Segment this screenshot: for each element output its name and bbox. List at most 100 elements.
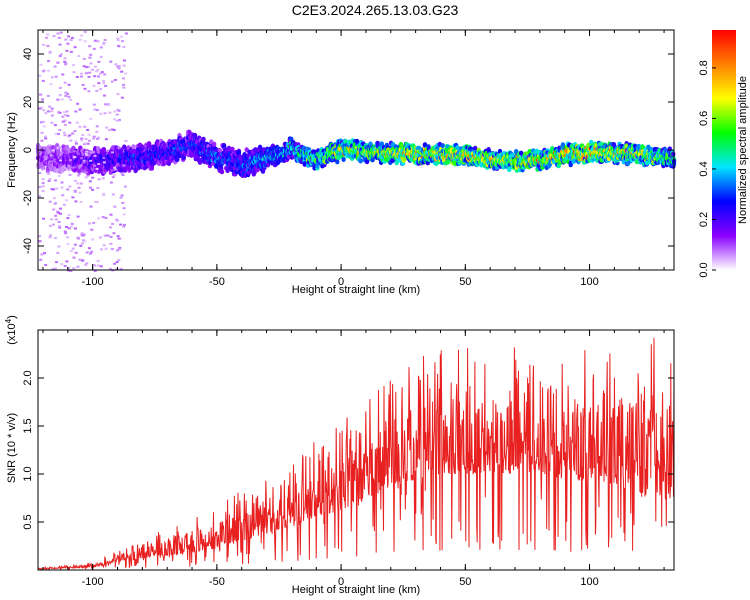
spectrogram-noise [111, 222, 115, 225]
spectrogram-noise [89, 62, 93, 65]
spectrogram-noise [109, 213, 113, 216]
spectrogram-noise [103, 94, 106, 97]
spectrogram-noise [41, 168, 45, 171]
spectrogram-noise [95, 130, 99, 133]
spectrogram-noise [118, 147, 121, 149]
spectrogram-noise [66, 93, 70, 96]
spectrogram-noise [102, 192, 106, 195]
spectrogram-noise [91, 238, 95, 241]
spectrogram-noise [85, 251, 89, 254]
spectrogram-noise [44, 112, 48, 115]
spectrogram-cell [265, 162, 271, 168]
spectrogram-noise [108, 129, 112, 132]
spectrogram-noise [113, 205, 117, 208]
spectrogram-noise [60, 263, 64, 266]
spectrogram-noise [82, 65, 86, 68]
spectrogram-noise [84, 138, 88, 141]
spectrogram-noise [39, 93, 43, 96]
spectrogram-noise [64, 94, 68, 97]
spectrogram-noise [92, 221, 96, 224]
spectrogram-noise [52, 208, 56, 211]
spectrogram-noise [78, 125, 82, 128]
spectrogram-noise [38, 195, 42, 198]
spectrogram-noise [48, 51, 52, 54]
spectrogram-noise [104, 103, 108, 106]
spectrogram-noise [87, 75, 91, 78]
spectrogram-noise [50, 121, 54, 124]
spectrogram-cell [131, 144, 136, 150]
spectrogram-noise [115, 261, 119, 264]
spectrogram-noise [59, 212, 62, 215]
spectrogram-noise [60, 98, 64, 101]
spectrogram-cell [225, 168, 230, 174]
spectrogram-noise [104, 138, 108, 141]
spectrogram-noise [67, 214, 71, 217]
spectrogram-noise [73, 130, 77, 133]
spectrogram-noise [47, 180, 51, 182]
spectrogram-noise [81, 234, 85, 237]
spectrogram-noise [66, 236, 70, 239]
spectrogram-noise [118, 119, 121, 121]
spectrogram-noise [73, 243, 77, 246]
spectrogram-cell [358, 158, 363, 164]
spectrogram-noise [85, 150, 89, 153]
spectrogram-noise [79, 182, 83, 185]
spectrogram-noise [98, 72, 102, 75]
spectrogram-noise [93, 264, 96, 267]
spectrogram-noise [84, 176, 88, 179]
spectrogram-noise [59, 86, 62, 89]
spectrogram-noise [89, 205, 93, 208]
spectrogram-noise [76, 265, 80, 268]
spectrogram-noise [93, 65, 97, 68]
spectrogram-noise [74, 251, 78, 254]
spectrogram-noise [46, 94, 50, 97]
spectrogram-noise [115, 218, 119, 221]
spectrogram-noise [79, 244, 83, 247]
spectrogram-noise [96, 264, 100, 267]
spectrogram-noise [117, 109, 121, 112]
spectrogram-noise [54, 179, 57, 182]
spectrogram-noise [117, 44, 121, 47]
spectrogram-noise [122, 213, 126, 216]
spectrogram-noise [57, 36, 61, 39]
spectrogram-noise [40, 131, 44, 134]
spectrogram-noise [66, 114, 70, 117]
spectrogram-noise [59, 53, 63, 56]
spectrogram-noise [46, 110, 50, 113]
spectrogram-cell [146, 162, 151, 168]
spectrogram-noise [61, 115, 65, 118]
spectrogram-noise [44, 137, 48, 140]
spectrogram-noise [78, 38, 82, 41]
spectrogram-noise [104, 217, 108, 219]
spectrogram-noise [109, 235, 113, 238]
spectrogram-noise [102, 156, 106, 159]
spectrogram-noise [116, 235, 120, 238]
spectrogram-noise [50, 114, 54, 117]
spectrogram-noise [85, 153, 89, 156]
spectrogram-noise [71, 196, 75, 199]
spectrogram-noise [103, 39, 107, 41]
spectrogram-noise [87, 90, 91, 93]
spectrogram-noise [90, 250, 94, 253]
spectrogram-noise [105, 126, 109, 129]
spectrogram-cell [219, 169, 225, 175]
spectrogram-noise [117, 67, 121, 70]
spectrogram-noise [38, 186, 42, 189]
spectrogram-noise [83, 87, 87, 90]
spectrogram-noise [96, 40, 100, 43]
spectrogram-noise [49, 83, 53, 86]
spectrogram-noise [83, 240, 87, 243]
spectrogram-noise [50, 107, 54, 110]
x-tick-label: 0 [338, 276, 344, 288]
spectrogram-noise [99, 265, 103, 268]
spectrogram-noise [59, 31, 63, 34]
spectrogram-noise [84, 72, 88, 75]
spectrogram-noise [122, 83, 126, 86]
spectrogram-noise [113, 168, 117, 171]
spectrogram-noise [113, 262, 116, 265]
spectrogram-noise [72, 166, 76, 169]
spectrogram-noise [92, 47, 96, 50]
spectrogram-noise [80, 232, 84, 235]
spectrogram-noise [59, 159, 62, 162]
spectrogram-noise [57, 175, 61, 177]
